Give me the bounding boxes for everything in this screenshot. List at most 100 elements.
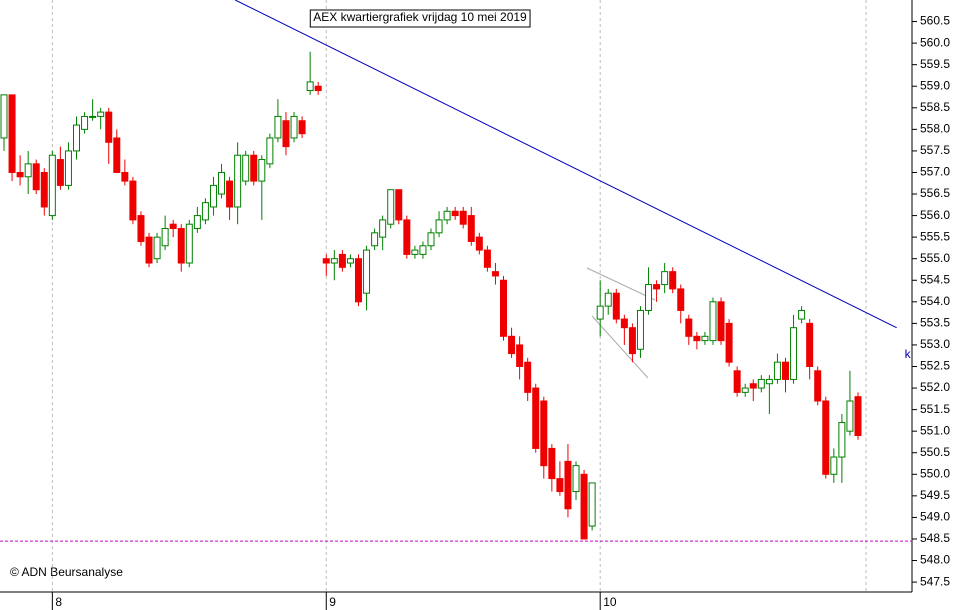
candle-body <box>354 258 362 303</box>
candle-body <box>564 460 572 510</box>
candle-body <box>717 301 725 342</box>
candle-body <box>201 202 209 221</box>
candle-body <box>773 361 781 380</box>
candle-body <box>89 115 97 118</box>
y-tick-label: 560.0 <box>920 35 950 49</box>
candle-body <box>451 210 459 217</box>
y-tick-label: 555.5 <box>920 229 950 243</box>
candle-body <box>765 378 773 385</box>
y-tick-label: 548.5 <box>920 531 950 545</box>
channel-line <box>591 315 649 379</box>
candle-body <box>443 210 451 221</box>
y-tick-label: 549.0 <box>920 510 950 524</box>
y-tick-label: 547.5 <box>920 574 950 588</box>
candle-body <box>693 335 701 342</box>
candle-body <box>250 154 258 182</box>
candle-body <box>137 215 145 242</box>
candle-body <box>467 215 475 242</box>
candle-body <box>556 478 564 493</box>
candle-body <box>475 236 483 251</box>
candle-body <box>121 171 129 182</box>
candle-body <box>306 81 314 92</box>
candle-body <box>524 361 532 393</box>
candle-body <box>677 288 685 311</box>
x-tick-label: 10 <box>603 595 617 609</box>
candle-body <box>8 94 16 173</box>
candle-body <box>314 85 322 92</box>
candle-body <box>226 180 234 208</box>
y-tick-label: 558.5 <box>920 100 950 114</box>
candle-body <box>274 115 282 139</box>
candle-body <box>725 322 733 363</box>
candle-body <box>741 387 749 393</box>
candle-body <box>709 301 717 342</box>
y-tick-label: 556.5 <box>920 186 950 200</box>
y-tick-label: 548.0 <box>920 553 950 567</box>
candle-body <box>798 309 806 320</box>
candle-body <box>371 232 379 247</box>
candle-body <box>580 473 588 540</box>
candle-body <box>790 327 798 380</box>
candle-body <box>636 309 644 350</box>
y-tick-label: 554.5 <box>920 272 950 286</box>
chart-title: AEX kwartiergrafiek vrijdag 10 mei 2019 <box>313 10 527 24</box>
candle-body <box>363 249 371 294</box>
candle-body <box>612 292 620 320</box>
candle-body <box>491 271 499 277</box>
y-tick-label: 557.0 <box>920 165 950 179</box>
candle-body <box>0 94 8 139</box>
candle-body <box>459 210 467 225</box>
candle-body <box>669 271 677 290</box>
y-tick-label: 553.0 <box>920 337 950 351</box>
candle-body <box>234 154 242 208</box>
candle-body <box>193 215 201 230</box>
candle-body <box>169 223 177 230</box>
candle-body <box>266 137 274 165</box>
candle-body <box>56 159 64 186</box>
candle-body <box>209 184 217 208</box>
candle-body <box>16 171 24 178</box>
candle-body <box>588 482 596 527</box>
candle-body <box>322 258 330 264</box>
y-tick-label: 559.0 <box>920 78 950 92</box>
candle-body <box>40 171 48 208</box>
candle-body <box>749 383 757 389</box>
candle-body <box>338 253 346 268</box>
candle-body <box>781 361 789 380</box>
y-tick-label: 555.0 <box>920 251 950 265</box>
y-tick-label: 553.5 <box>920 316 950 330</box>
y-tick-label: 552.0 <box>920 380 950 394</box>
candle-body <box>145 236 153 264</box>
candle-body <box>395 189 403 221</box>
candle-body <box>32 163 40 191</box>
candle-body <box>48 154 56 217</box>
candle-body <box>540 400 548 467</box>
candle-body <box>387 189 395 225</box>
x-tick-label: 8 <box>55 595 62 609</box>
candle-body <box>830 456 838 475</box>
candle-body <box>628 327 636 355</box>
candle-body <box>645 284 653 311</box>
candle-body <box>379 219 387 238</box>
candle-body <box>403 219 411 255</box>
y-tick-label: 557.5 <box>920 143 950 157</box>
candle-body <box>153 236 161 260</box>
candle-body <box>105 111 113 143</box>
candle-body <box>185 223 193 264</box>
candle-body <box>500 279 508 337</box>
y-tick-label: 559.5 <box>920 57 950 71</box>
y-tick-label: 560.5 <box>920 14 950 28</box>
candle-body <box>161 228 169 247</box>
candle-body <box>661 271 669 286</box>
candle-body <box>846 400 854 432</box>
trendline-label: k <box>905 347 912 361</box>
candle-body <box>757 378 765 389</box>
candle-body <box>97 111 105 117</box>
candle-body <box>516 344 524 367</box>
y-tick-label: 551.0 <box>920 423 950 437</box>
y-tick-label: 552.5 <box>920 359 950 373</box>
candle-body <box>548 447 556 480</box>
candle-body <box>242 154 250 182</box>
